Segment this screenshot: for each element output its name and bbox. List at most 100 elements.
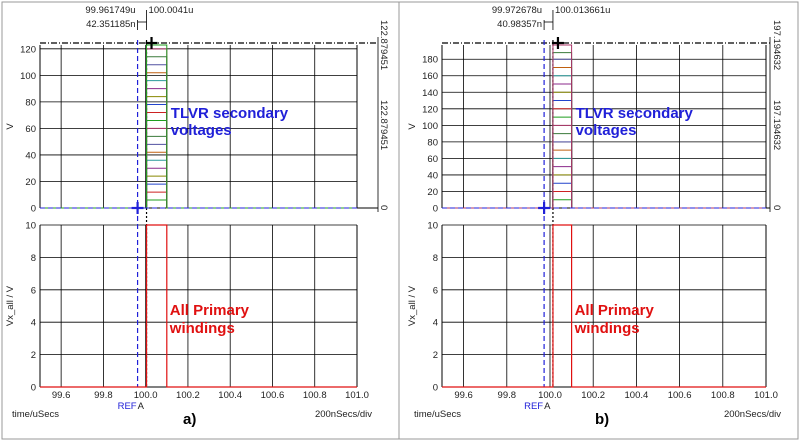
xtick-label: 99.6: [454, 390, 473, 401]
primary-pulse-series: [442, 224, 766, 388]
bottom-ytick-label: 8: [31, 253, 36, 264]
secondary-voltage-series-0: [442, 199, 766, 209]
bottom-ytick-label: 8: [433, 253, 438, 264]
top-ytick-label: 60: [25, 124, 36, 135]
secondary-voltage-series-5: [442, 157, 766, 209]
top-ytick-label: 160: [422, 71, 438, 82]
top-ylabel: V: [5, 123, 16, 130]
xtick-label: 100.2: [176, 390, 200, 401]
top-ytick-label: 40: [427, 170, 438, 181]
xtick-label: 99.8: [94, 390, 113, 401]
top-ytick-label: 120: [422, 104, 438, 115]
xtick-label: 100.4: [218, 390, 242, 401]
secondary-voltage-series-16: [40, 72, 357, 209]
xtick-label: 100.8: [303, 390, 327, 401]
top-ytick-label: 0: [433, 204, 438, 215]
top-ytick-label: 100: [20, 71, 36, 82]
bottom-ytick-label: 2: [433, 350, 438, 361]
top-ytick-label: 80: [25, 97, 36, 108]
xtick-label: 100.4: [625, 390, 649, 401]
ref-time-readout: 99.972678u: [492, 5, 542, 16]
bottom-ylabel: Vx_all / V: [407, 285, 418, 326]
a-marker: A: [138, 401, 145, 412]
right-scale-top: 197.194632: [771, 20, 782, 70]
top-ytick-label: 140: [422, 88, 438, 99]
xtick-label: 100.0: [538, 390, 562, 401]
bottom-ylabel: Vx_all / V: [5, 285, 16, 326]
top-ytick-label: 40: [25, 150, 36, 161]
secondary-voltage-series-8: [442, 133, 766, 209]
right-scale-bottom: 0: [378, 205, 389, 210]
secondary-voltage-series-8: [40, 135, 357, 209]
chart-panel-a: 0 20 40 60 80 100 120 0 2 4 6 8 10 V Vx_all / V 122.879…: [5, 5, 389, 428]
right-scale-mid: 122.879451: [378, 100, 389, 150]
bottom-ytick-label: 4: [433, 318, 438, 329]
right-scale-bottom: 0: [771, 205, 782, 210]
ref-marker: REF: [524, 401, 543, 412]
secondary-voltage-series-15: [40, 80, 357, 209]
top-ytick-label: 120: [20, 44, 36, 55]
secondary-voltage-series-6: [40, 151, 357, 209]
xtick-label: 100.2: [581, 390, 605, 401]
chart-panel-b: 0 20 40 60 80 100 120 140 160 180 0 2 4 6 8 10 V Vx_all /…: [407, 5, 782, 428]
xtick-label: 99.6: [52, 390, 71, 401]
secondary-voltage-series-14: [442, 83, 766, 209]
secondary-voltage-series-6: [442, 149, 766, 209]
xtick-label: 100.8: [711, 390, 735, 401]
primary-pulse-series: [40, 224, 357, 388]
secondary-voltage-series-4: [442, 166, 766, 209]
primary-annotation-line: windings: [574, 320, 640, 337]
primary-annotation-line: All Primary: [170, 302, 250, 319]
bottom-ytick-label: 6: [433, 285, 438, 296]
secondary-voltage-series-2: [442, 182, 766, 209]
xtick-label: 101.0: [754, 390, 778, 401]
xlabel: time/uSecs: [414, 409, 461, 420]
panel-label: a): [183, 411, 196, 428]
secondary-voltage-series-0: [40, 199, 357, 209]
secondary-voltage-series-2: [40, 183, 357, 209]
x-scale-note: 200nSecs/div: [724, 409, 781, 420]
top-ytick-label: 0: [31, 204, 36, 215]
secondary-voltage-series-5: [40, 159, 357, 209]
secondary-annotation-line: voltages: [171, 122, 232, 139]
a-marker: A: [544, 401, 551, 412]
bottom-ytick-label: 2: [31, 350, 36, 361]
top-ytick-label: 20: [25, 177, 36, 188]
bottom-ytick-label: 10: [25, 221, 36, 232]
panel-label: b): [595, 411, 609, 428]
secondary-annotation-line: TLVR secondary: [576, 105, 694, 122]
delta-readout: 42.351185n: [86, 19, 136, 30]
a-time-readout: 100.013661u: [555, 5, 610, 16]
top-ytick-label: 20: [427, 187, 438, 198]
a-time-readout: 100.0041u: [149, 5, 194, 16]
right-scale-top: 122.879451: [378, 20, 389, 70]
secondary-annotation-line: voltages: [576, 122, 637, 139]
xlabel: time/uSecs: [12, 409, 59, 420]
ref-marker: REF: [118, 401, 137, 412]
secondary-voltage-series-3: [40, 175, 357, 209]
secondary-voltage-series-4: [40, 167, 357, 209]
right-scale-mid: 197.194632: [771, 100, 782, 150]
bottom-ytick-label: 6: [31, 285, 36, 296]
bottom-ytick-label: 10: [427, 221, 438, 232]
secondary-voltage-series-7: [40, 143, 357, 209]
ref-time-readout: 99.961749u: [85, 5, 135, 16]
x-scale-note: 200nSecs/div: [315, 409, 372, 420]
bottom-ytick-label: 0: [31, 383, 36, 394]
top-ytick-label: 180: [422, 55, 438, 66]
secondary-voltage-series-1: [40, 191, 357, 209]
top-ytick-label: 100: [422, 121, 438, 132]
xtick-label: 100.6: [668, 390, 692, 401]
top-ylabel: V: [407, 123, 418, 130]
top-ytick-label: 80: [427, 137, 438, 148]
bottom-ytick-label: 4: [31, 318, 36, 329]
primary-annotation-line: All Primary: [575, 302, 655, 319]
xtick-label: 99.8: [498, 390, 517, 401]
secondary-voltage-series-1: [442, 190, 766, 209]
secondary-annotation-line: TLVR secondary: [171, 105, 289, 122]
top-ytick-label: 60: [427, 154, 438, 165]
xtick-label: 101.0: [345, 390, 369, 401]
